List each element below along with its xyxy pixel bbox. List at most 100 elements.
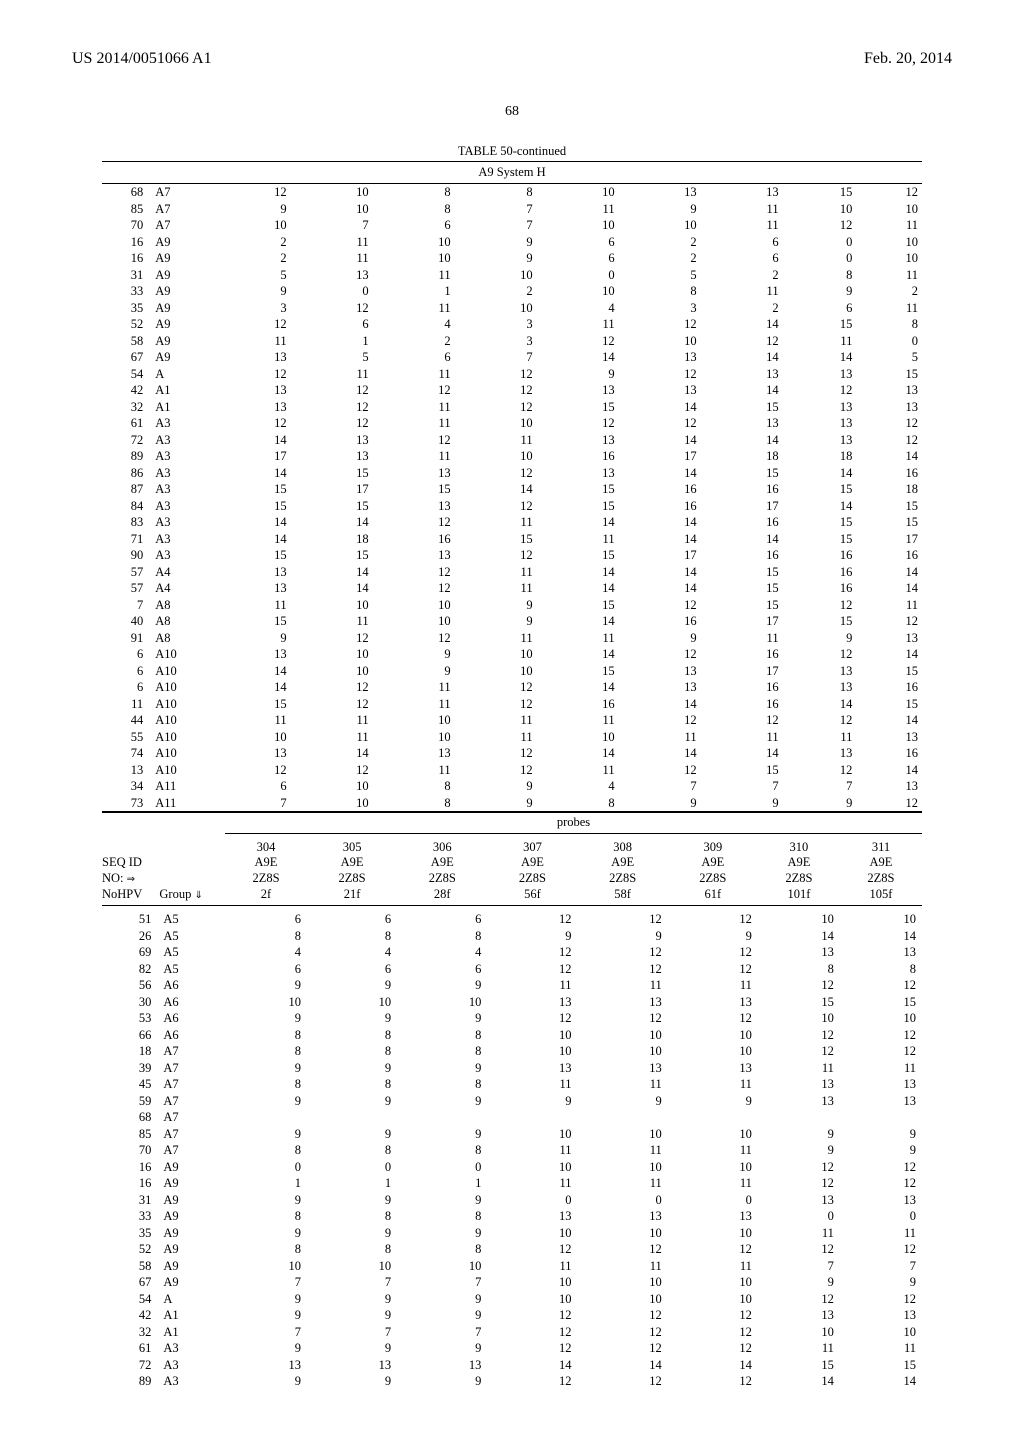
- table-row: 74A10131413121414141316: [102, 745, 922, 762]
- cell: 11: [209, 597, 291, 614]
- col-header-cell: 306: [397, 833, 487, 855]
- cell: 10: [291, 663, 373, 680]
- cell: 14: [209, 465, 291, 482]
- cell: 40: [102, 613, 151, 630]
- cell: 11: [537, 712, 619, 729]
- cell: 11: [291, 729, 373, 746]
- table-row: 31A99990001313: [102, 1192, 922, 1209]
- row-header-cell: SEQ ID: [102, 855, 225, 871]
- cell: [487, 1109, 577, 1126]
- cell: 12: [487, 1241, 577, 1258]
- cell: 8: [397, 1027, 487, 1044]
- cell: 9: [397, 1225, 487, 1242]
- cell: 14: [619, 745, 701, 762]
- cell: 12: [209, 316, 291, 333]
- cell: 57: [102, 580, 151, 597]
- cell: 6: [307, 961, 397, 978]
- cell: 12: [840, 1291, 922, 1308]
- cell: 10: [487, 1274, 577, 1291]
- cell: 11: [455, 580, 537, 597]
- cell: A7: [159, 1060, 225, 1077]
- cell: 8: [397, 928, 487, 945]
- cell: 17: [701, 613, 783, 630]
- cell: 14: [537, 613, 619, 630]
- cell: 10: [840, 1324, 922, 1341]
- cell: 13: [856, 729, 922, 746]
- cell: 16: [701, 646, 783, 663]
- cell: 11: [373, 399, 455, 416]
- cell: 52: [102, 316, 151, 333]
- col-header-cell: 304: [225, 833, 307, 855]
- cell: 9: [307, 1192, 397, 1209]
- table-row: 89A3171311101617181814: [102, 448, 922, 465]
- cell: 12: [455, 696, 537, 713]
- cell: 12: [291, 762, 373, 779]
- cell: 11: [840, 1225, 922, 1242]
- cell: 8: [397, 1076, 487, 1093]
- cell: A8: [151, 597, 208, 614]
- cell: 14: [856, 580, 922, 597]
- cell: 14: [856, 448, 922, 465]
- cell: 12: [487, 1307, 577, 1324]
- cell: 10: [537, 217, 619, 234]
- cell: 15: [856, 663, 922, 680]
- cell: 15: [758, 994, 840, 1011]
- cell: 13: [783, 432, 857, 449]
- cell: 14: [701, 382, 783, 399]
- cell: 15: [537, 597, 619, 614]
- cell: 6: [209, 778, 291, 795]
- cell: 13: [209, 349, 291, 366]
- cell: 8: [397, 1142, 487, 1159]
- table-row: 68A7: [102, 1109, 922, 1126]
- row-header-cell: NO: ⇒: [102, 871, 225, 887]
- cell: 9: [373, 663, 455, 680]
- cell: 12: [455, 762, 537, 779]
- cell: 9: [225, 1060, 307, 1077]
- cell: 13: [373, 465, 455, 482]
- cell: 11: [487, 1076, 577, 1093]
- table-row: 71A3141816151114141517: [102, 531, 922, 548]
- cell: 14: [701, 531, 783, 548]
- cell: 26: [102, 928, 159, 945]
- cell: A8: [151, 630, 208, 647]
- col-header-cell: 2Z8S: [758, 871, 840, 887]
- system-label: A9 System H: [102, 162, 922, 184]
- cell: 9: [455, 778, 537, 795]
- cell: 12: [455, 679, 537, 696]
- cell: A10: [151, 729, 208, 746]
- cell: 8: [307, 928, 397, 945]
- cell: 14: [619, 696, 701, 713]
- cell: 4: [307, 944, 397, 961]
- cell: 12: [487, 944, 577, 961]
- cell: 9: [307, 1010, 397, 1027]
- cell: [840, 1109, 922, 1126]
- cell: 10: [840, 1010, 922, 1027]
- cell: 12: [455, 547, 537, 564]
- cell: 10: [455, 267, 537, 284]
- table-row: 16A90001010101212: [102, 1159, 922, 1176]
- cell: 11: [578, 1076, 668, 1093]
- cell: A7: [159, 1126, 225, 1143]
- cell: 0: [487, 1192, 577, 1209]
- cell: 12: [537, 333, 619, 350]
- cell: 11: [783, 729, 857, 746]
- table-row: 66A68881010101212: [102, 1027, 922, 1044]
- cell: 12: [578, 1241, 668, 1258]
- cell: A9: [151, 316, 208, 333]
- cell: 9: [397, 1010, 487, 1027]
- cell: 70: [102, 217, 151, 234]
- cell: 16: [102, 250, 151, 267]
- cell: 12: [209, 184, 291, 201]
- cell: 13: [209, 564, 291, 581]
- table-row: 73A1171089899912: [102, 795, 922, 812]
- cell: 12: [619, 712, 701, 729]
- cell: 33: [102, 283, 151, 300]
- cell: 15: [701, 597, 783, 614]
- cell: 59: [102, 1093, 159, 1110]
- cell: A3: [151, 465, 208, 482]
- cell: 13: [537, 382, 619, 399]
- cell: 11: [856, 300, 922, 317]
- cell: 15: [209, 498, 291, 515]
- table-row: 56A69991111111212: [102, 977, 922, 994]
- cell: 12: [291, 630, 373, 647]
